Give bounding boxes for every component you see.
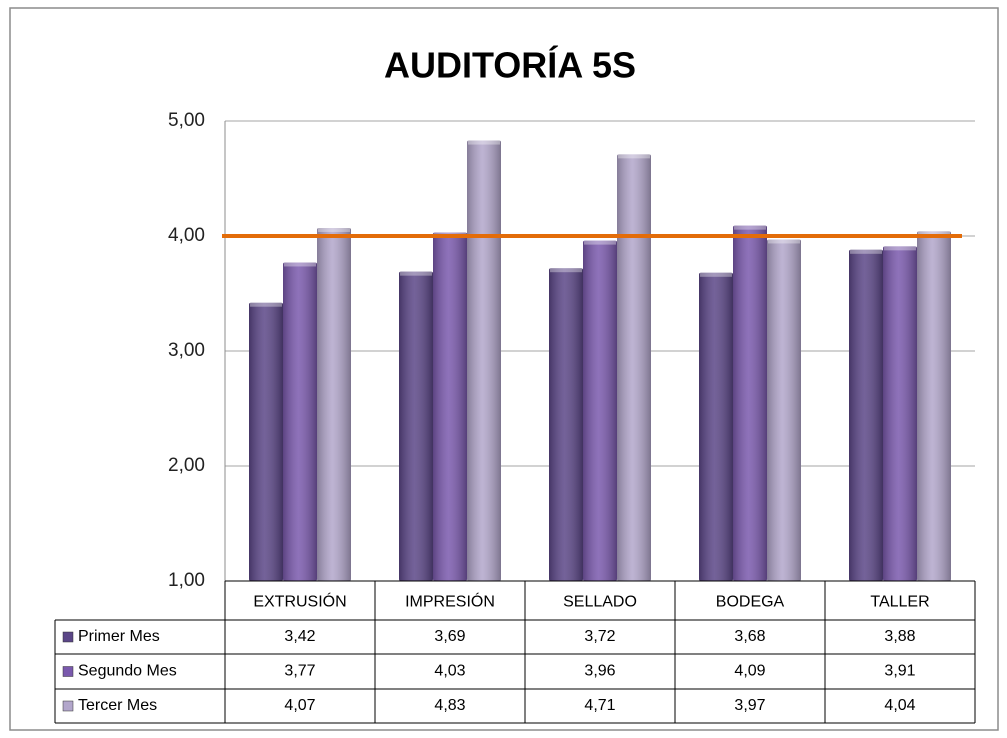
table-value: 3,91 bbox=[884, 663, 915, 680]
bar-shade bbox=[733, 225, 767, 581]
bar-shade bbox=[249, 302, 283, 581]
legend-key bbox=[62, 666, 74, 677]
legend-key bbox=[62, 700, 74, 712]
table-value: 3,97 bbox=[734, 697, 765, 714]
bar-shade bbox=[467, 140, 501, 582]
legend-label: Tercer Mes bbox=[78, 697, 157, 714]
bar-shade bbox=[917, 231, 951, 581]
bar-cap bbox=[918, 231, 950, 236]
table-value: 4,03 bbox=[434, 663, 465, 680]
x-tick-label: EXTRUSIÓN bbox=[253, 592, 346, 611]
table-value: 3,68 bbox=[734, 628, 765, 645]
legend-key bbox=[62, 631, 74, 643]
y-tick-label: 2,00 bbox=[168, 455, 205, 476]
table-value: 4,71 bbox=[584, 697, 615, 714]
bar-shade bbox=[399, 271, 433, 581]
table-value: 4,04 bbox=[884, 697, 915, 714]
table-value: 3,69 bbox=[434, 628, 465, 645]
bar-shade bbox=[283, 262, 317, 581]
bar-cap bbox=[768, 239, 800, 244]
bar-cap bbox=[850, 249, 882, 254]
bar-shade bbox=[849, 249, 883, 582]
y-tick-label: 5,00 bbox=[168, 110, 205, 131]
table-value: 3,72 bbox=[584, 628, 615, 645]
bar-shade bbox=[767, 239, 801, 581]
bar-cap bbox=[550, 268, 582, 273]
bar-shade bbox=[433, 232, 467, 582]
x-tick-label: TALLER bbox=[870, 594, 929, 611]
bar-cap bbox=[318, 227, 350, 232]
table-value: 4,09 bbox=[734, 663, 765, 680]
bar-cap bbox=[584, 240, 616, 245]
bar-cap bbox=[700, 272, 732, 277]
bar-cap bbox=[884, 246, 916, 251]
table-value: 4,07 bbox=[284, 697, 315, 714]
bar-shade bbox=[883, 246, 917, 581]
y-tick-label: 4,00 bbox=[168, 225, 205, 246]
bar-shade bbox=[699, 272, 733, 581]
table-value: 3,42 bbox=[284, 628, 315, 645]
bar-cap bbox=[284, 262, 316, 267]
x-tick-label: BODEGA bbox=[716, 594, 785, 611]
table-value: 3,88 bbox=[884, 628, 915, 645]
chart-title: AUDITORÍA 5S bbox=[384, 45, 636, 86]
bar-cap bbox=[468, 140, 500, 145]
bar-cap bbox=[618, 154, 650, 159]
table-value: 3,96 bbox=[584, 663, 615, 680]
x-tick-label: IMPRESIÓN bbox=[405, 592, 495, 611]
table-value: 3,77 bbox=[284, 663, 315, 680]
chart-border bbox=[9, 7, 999, 731]
bar-cap bbox=[250, 302, 282, 307]
bar-shade bbox=[549, 268, 583, 581]
y-tick-label: 1,00 bbox=[168, 570, 205, 591]
bar-cap bbox=[734, 225, 766, 230]
bar-shade bbox=[583, 240, 617, 581]
x-tick-label: SELLADO bbox=[563, 594, 637, 611]
bar-shade bbox=[617, 154, 651, 581]
legend-label: Segundo Mes bbox=[78, 663, 177, 680]
legend-label: Primer Mes bbox=[78, 628, 160, 645]
bar-shade bbox=[317, 227, 351, 581]
table-value: 4,83 bbox=[434, 697, 465, 714]
y-tick-label: 3,00 bbox=[168, 340, 205, 361]
bar-cap bbox=[400, 271, 432, 276]
